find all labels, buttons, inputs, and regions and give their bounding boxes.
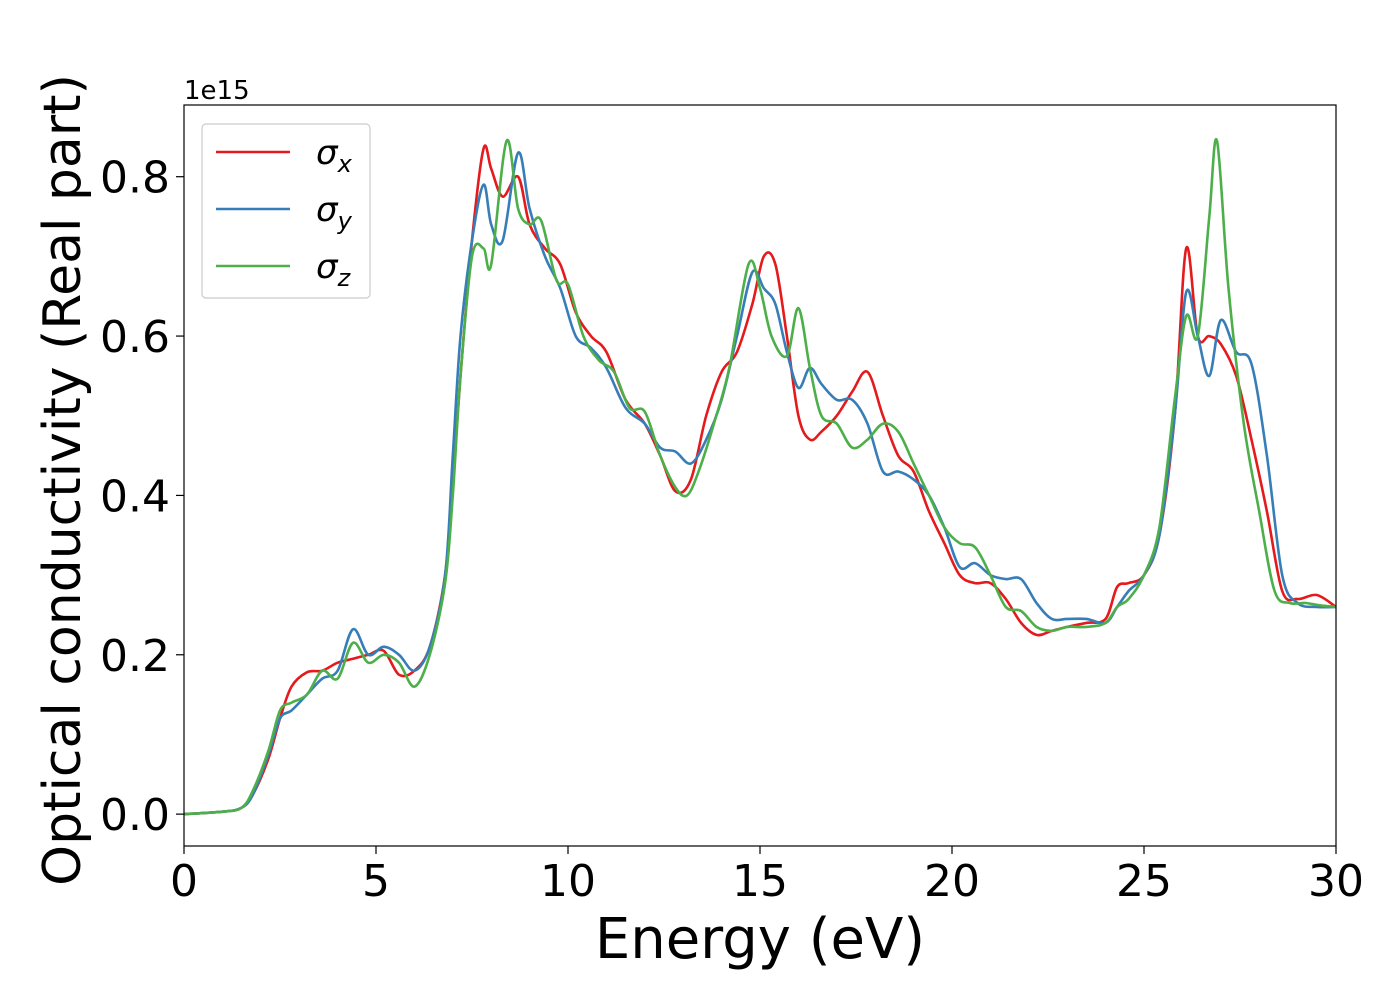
x-axis-title: Energy (eV)	[595, 907, 925, 972]
x-tick-label: 5	[362, 856, 390, 907]
x-tick-label: 10	[540, 856, 596, 907]
axes: 0 5 10 15 20 25 30 0.0 0.2 0.4 0.6 0.8	[100, 104, 1364, 907]
y-offset-label: 1e15	[184, 76, 250, 106]
series-group	[184, 137, 1336, 816]
y-tick-label: 0.2	[100, 631, 170, 682]
plot-area	[184, 137, 1336, 816]
series-line-sigma-z	[184, 137, 1336, 816]
y-tick-label: 0.8	[100, 153, 170, 204]
legend: σx σy σz	[201, 123, 371, 299]
x-tick-label: 0	[170, 856, 198, 907]
x-tick-label: 25	[1116, 856, 1172, 907]
legend-label: σy	[316, 190, 353, 235]
series-line-sigma-y	[184, 151, 1336, 816]
x-tick-label: 20	[924, 856, 980, 907]
legend-label: σx	[316, 133, 353, 178]
legend-box	[201, 123, 371, 299]
x-tick-label: 30	[1308, 856, 1364, 907]
y-tick-label: 0.0	[100, 790, 170, 841]
y-tick-label: 0.6	[100, 312, 170, 363]
y-axis-title: Optical conductivity (Real part)	[33, 74, 93, 886]
x-tick-label: 15	[732, 856, 788, 907]
legend-label: σz	[316, 247, 352, 292]
y-tick-label: 0.4	[100, 471, 170, 522]
